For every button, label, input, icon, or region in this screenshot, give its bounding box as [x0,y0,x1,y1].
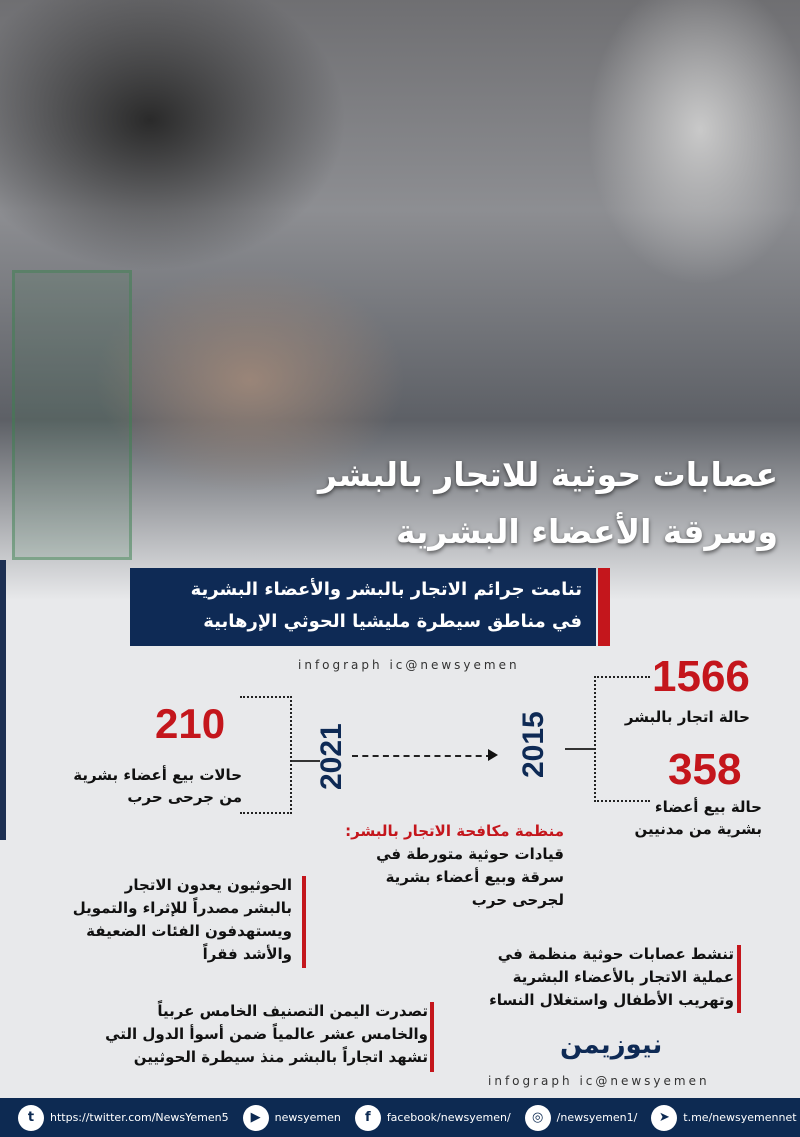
youtube-icon[interactable]: ▶ [242,1104,269,1131]
arrow-2021-to-2015 [352,755,492,757]
watermark-top: infograph ic@newsyemen [298,658,520,672]
stat-1566-label: حالة اتجار بالبشر [624,708,750,726]
stat-358-value: 358 [668,745,742,794]
subtitle-line2: في مناطق سيطرة مليشيا الحوثي الإرهابية [203,611,582,632]
watermark-bottom: infograph ic@newsyemen [488,1074,710,1088]
subtitle-red-bar [598,568,610,646]
telegram-icon[interactable]: ➤ [651,1104,678,1131]
fact-line: عملية الاتجار بالأعضاء البشرية [512,968,734,986]
telegram-link[interactable]: t.me/newsyemennet [683,1111,797,1124]
left-accent-strip [0,560,6,840]
facebook-icon[interactable]: f [354,1104,381,1131]
stat-358-label: حالة بيع أعضاء بشرية من مدنيين [634,796,762,840]
connector-2021 [292,760,320,762]
fact-line: وتهريب الأطفال واستغلال النساء [489,991,734,1009]
fact-line: بالبشر مصدراً للإثراء والتمويل [72,899,292,917]
youtube-link[interactable]: newsyemen [274,1111,341,1124]
fact-2-red-bar [737,945,741,1013]
fact-line: ويستهدفون الفئات الضعيفة [86,922,292,940]
facebook-link[interactable]: facebook/newsyemen/ [386,1111,511,1124]
year-2015: 2015 [517,711,550,778]
bracket-2021 [240,696,292,814]
fact-line: تشهد اتجاراً بالبشر منذ سيطرة الحوثيين [133,1048,428,1066]
fact-line: تصدرت اليمن التصنيف الخامس عربياً [157,1002,428,1020]
fact-line: تنشط عصابات حوثية منظمة في [497,945,734,963]
source-line: قيادات حوثية متورطة في [376,845,564,863]
fact-block-2: تنشط عصابات حوثية منظمة في عملية الاتجار… [489,943,734,1012]
fact-1-red-bar [302,876,306,968]
fact-block-3: تصدرت اليمن التصنيف الخامس عربياً والخام… [105,1000,428,1069]
source-heading: منظمة مكافحة الاتجار بالبشر: [345,822,564,840]
subtitle-line1: تنامت جرائم الاتجار بالبشر والأعضاء البش… [190,579,582,600]
bracket-2015 [594,676,650,802]
slogan-banner-image [12,270,132,560]
fact-line: والخامس عشر عالمياً ضمن أسوأ الدول التي [105,1025,428,1043]
arrowhead-icon [488,749,498,761]
fact-block-1: الحوثيون يعدون الاتجار بالبشر مصدراً للإ… [73,874,292,966]
stat-210-label2: من جرحى حرب [127,788,242,806]
social-footer: t https://twitter.com/NewsYemen5 ▶ newsy… [0,1098,800,1137]
main-title-line1: عصابات حوثية للاتجار بالبشر [318,455,778,494]
stat-210-value: 210 [155,700,226,747]
main-title-line2: وسرقة الأعضاء البشرية [396,512,778,551]
source-line: سرقة وبيع أعضاء بشرية [385,868,564,886]
connector-2015 [565,748,594,750]
fact-line: الحوثيون يعدون الاتجار [124,876,292,894]
newsyemen-logo: نيوزيمن [560,1030,663,1060]
twitter-icon[interactable]: t [18,1104,44,1131]
twitter-link[interactable]: https://twitter.com/NewsYemen5 [50,1111,229,1124]
instagram-icon[interactable]: ◎ [524,1104,551,1131]
year-2021: 2021 [315,723,348,790]
source-quote: منظمة مكافحة الاتجار بالبشر: قيادات حوثي… [345,820,564,912]
stat-358-label1: حالة بيع أعضاء [654,798,762,816]
stat-1566-value: 1566 [652,652,750,701]
background-photo [0,0,800,600]
instagram-link[interactable]: /newsyemen1/ [556,1111,638,1124]
stat-358-label2: بشرية من مدنيين [634,820,762,838]
stat-210-label1: حالات بيع أعضاء بشرية [73,766,242,784]
source-line: لجرحى حرب [471,891,564,909]
subtitle-box: تنامت جرائم الاتجار بالبشر والأعضاء البش… [130,568,596,646]
stat-210-label: حالات بيع أعضاء بشرية من جرحى حرب [73,764,242,808]
fact-3-red-bar [430,1002,434,1072]
fact-line: والأشد فقراً [202,945,292,963]
